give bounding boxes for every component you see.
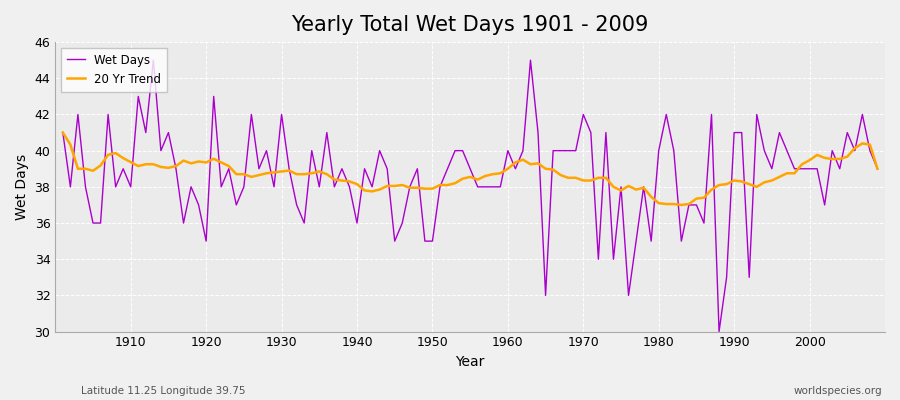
20 Yr Trend — [495, 171, 506, 176]
Wet Days — [58, 130, 68, 135]
Text: worldspecies.org: worldspecies.org — [794, 386, 882, 396]
20 Yr Trend — [58, 130, 68, 135]
20 Yr Trend — [118, 156, 129, 160]
Wet Days — [502, 148, 513, 153]
Y-axis label: Wet Days: Wet Days — [15, 154, 29, 220]
X-axis label: Year: Year — [455, 355, 485, 369]
Legend: Wet Days, 20 Yr Trend: Wet Days, 20 Yr Trend — [61, 48, 167, 92]
20 Yr Trend — [872, 166, 883, 171]
Wet Days — [292, 202, 302, 207]
Line: Wet Days: Wet Days — [63, 60, 878, 332]
Wet Days — [600, 130, 611, 135]
20 Yr Trend — [502, 166, 513, 171]
Wet Days — [148, 58, 158, 63]
Line: 20 Yr Trend: 20 Yr Trend — [63, 132, 878, 205]
Text: Latitude 11.25 Longitude 39.75: Latitude 11.25 Longitude 39.75 — [81, 386, 246, 396]
20 Yr Trend — [284, 168, 294, 173]
Wet Days — [510, 166, 521, 171]
Wet Days — [118, 166, 129, 171]
Title: Yearly Total Wet Days 1901 - 2009: Yearly Total Wet Days 1901 - 2009 — [292, 15, 649, 35]
20 Yr Trend — [676, 202, 687, 207]
Wet Days — [714, 329, 724, 334]
20 Yr Trend — [593, 176, 604, 180]
20 Yr Trend — [329, 177, 340, 182]
Wet Days — [872, 166, 883, 171]
Wet Days — [337, 166, 347, 171]
